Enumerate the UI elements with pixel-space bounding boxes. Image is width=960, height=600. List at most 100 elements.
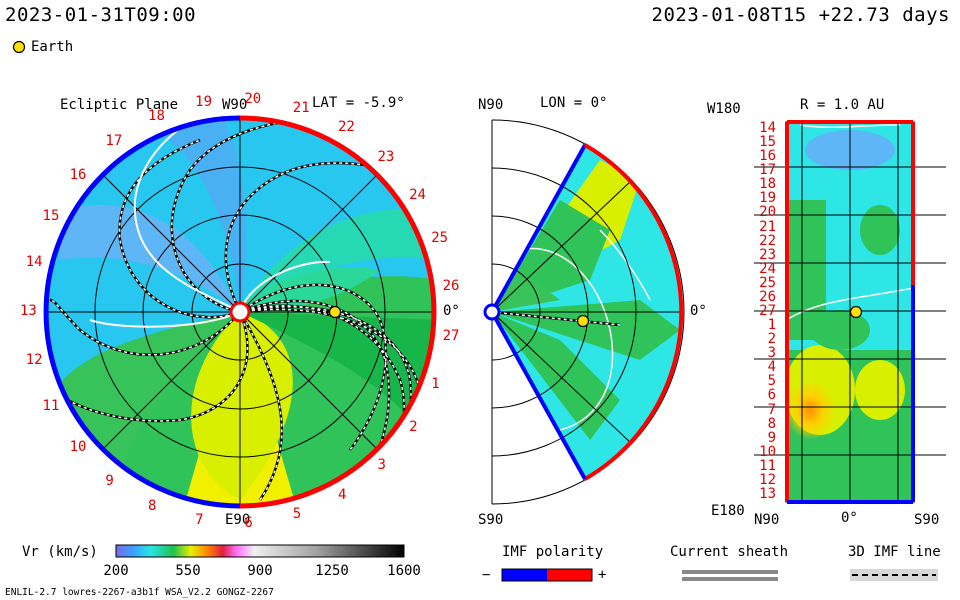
one-au-y-label: 13: [759, 485, 776, 502]
one-au-map-panel: [754, 120, 946, 504]
meridional-bottom-label: S90: [478, 512, 504, 528]
rotation-label: 27: [442, 327, 460, 344]
rotation-label: 12: [25, 351, 43, 368]
rotation-label: 19: [195, 94, 213, 111]
current-sheath-title: Current sheath: [670, 544, 789, 560]
one-au-y-label: 5: [767, 373, 776, 390]
one-au-y-label: 21: [759, 218, 776, 235]
rotation-label: 23: [377, 148, 395, 165]
colorbar-title: Vr (km/s): [22, 544, 98, 560]
colorbar-tick: 200: [103, 563, 129, 579]
earth-legend-marker: [12, 40, 26, 54]
rotation-label: 25: [431, 230, 449, 247]
reference-time: 2023-01-08T15 +22.73 days: [651, 4, 950, 26]
one-au-y-label: 16: [759, 148, 776, 165]
rotation-label: 3: [377, 457, 386, 474]
one-au-y-label: 27: [759, 303, 776, 319]
one-au-x-mid: 0°: [841, 510, 858, 526]
earth-marker-meridional: [576, 314, 590, 328]
colorbar-tick: 1250: [315, 563, 349, 579]
rotation-label: 24: [409, 186, 426, 203]
rotation-label: 5: [292, 506, 302, 523]
one-au-y-bottom: E180: [711, 503, 745, 519]
one-au-y-label: 22: [759, 232, 776, 249]
one-au-y-label: 11: [759, 457, 776, 474]
rotation-label: 9: [105, 473, 114, 490]
colorbar: [115, 544, 405, 558]
model-time: 2023-01-31T09:00: [5, 4, 197, 26]
imf-negative-swatch: [502, 569, 547, 581]
rotation-label: 2: [409, 419, 418, 436]
rim-polarity-positive: [239, 115, 437, 509]
imf-minus-label: −: [482, 567, 491, 583]
sheath-legend-line-2: [682, 577, 778, 581]
colorbar-tick: 550: [175, 563, 201, 579]
ecliptic-velocity-field: [46, 118, 434, 506]
rotation-label: 17: [105, 132, 123, 149]
ecliptic-title: Ecliptic Plane: [60, 97, 179, 113]
one-au-y-label: 9: [767, 429, 776, 446]
one-au-y-label: 4: [767, 359, 776, 376]
one-au-y-label: 19: [759, 190, 776, 207]
meridional-title: LON = 0°: [540, 95, 608, 111]
footer-run-info: ENLIL-2.7 lowres-2267-a3b1f WSA_V2.2 GON…: [5, 587, 274, 598]
meridional-right-label: 0°: [690, 303, 707, 319]
earth-legend-label: Earth: [31, 39, 74, 55]
one-au-y-label: 26: [759, 288, 776, 305]
ecliptic-right-label: 0°: [443, 303, 460, 319]
meridional-plane-panel: [483, 119, 685, 505]
rotation-label: 22: [338, 119, 355, 136]
rotation-label: 6: [244, 514, 253, 531]
one-au-y-label: 8: [767, 415, 776, 432]
one-au-y-label: 18: [759, 176, 776, 193]
one-au-y-label: 15: [759, 134, 776, 151]
one-au-x-left: N90: [754, 512, 780, 528]
one-au-y-label: 14: [759, 120, 776, 137]
one-au-y-label: 24: [759, 260, 776, 277]
colorbar-tick: 900: [247, 563, 273, 579]
earth-marker-one-au: [849, 305, 863, 319]
rotation-label: 26: [442, 278, 460, 295]
one-au-y-label: 6: [767, 387, 776, 404]
one-au-y-label: 20: [759, 204, 776, 221]
ecliptic-lat: LAT = -5.9°: [312, 95, 405, 111]
one-au-title: R = 1.0 AU: [800, 97, 885, 113]
earth-marker-ecliptic: [328, 305, 342, 319]
imf-positive-swatch: [547, 569, 592, 581]
inner-boundary-sun: [229, 301, 251, 323]
one-au-y-label: 3: [767, 345, 776, 362]
imf3d-title: 3D IMF line: [848, 544, 941, 560]
one-au-y-label: 23: [759, 246, 776, 263]
meridional-top-label: N90: [478, 97, 504, 113]
one-au-y-label: 12: [759, 471, 776, 488]
rotation-label: 8: [148, 497, 157, 514]
rotation-label: 10: [69, 439, 87, 456]
one-au-y-label: 10: [759, 443, 776, 460]
rotation-label: 7: [195, 511, 204, 528]
one-au-y-label: 2: [767, 331, 776, 348]
rotation-label: 13: [20, 303, 37, 319]
imf-plus-label: +: [598, 567, 607, 583]
rotation-label: 11: [42, 398, 60, 415]
rotation-label: 18: [148, 108, 165, 125]
one-au-y-label: 25: [759, 274, 776, 291]
rotation-label: 15: [42, 207, 60, 224]
rotation-label: 16: [69, 166, 87, 183]
rotation-label: 4: [338, 486, 347, 503]
one-au-y-top: W180: [707, 101, 741, 117]
one-au-y-label: 17: [759, 162, 776, 179]
one-au-y-label: 7: [767, 401, 776, 418]
rotation-label: 14: [25, 254, 43, 271]
one-au-y-label: 1: [767, 317, 776, 334]
rim-polarity-negative: [43, 115, 241, 509]
meridional-velocity-field: [492, 145, 682, 479]
imf-polarity-title: IMF polarity: [502, 544, 604, 560]
ecliptic-top-label: W90: [222, 97, 248, 113]
sheath-legend-line-1: [682, 570, 778, 574]
one-au-x-right: S90: [914, 512, 940, 528]
rotation-label: 21: [292, 99, 310, 116]
colorbar-tick: 1600: [387, 563, 421, 579]
rotation-label: 20: [244, 91, 262, 108]
current-sheath-line: [89, 124, 331, 328]
